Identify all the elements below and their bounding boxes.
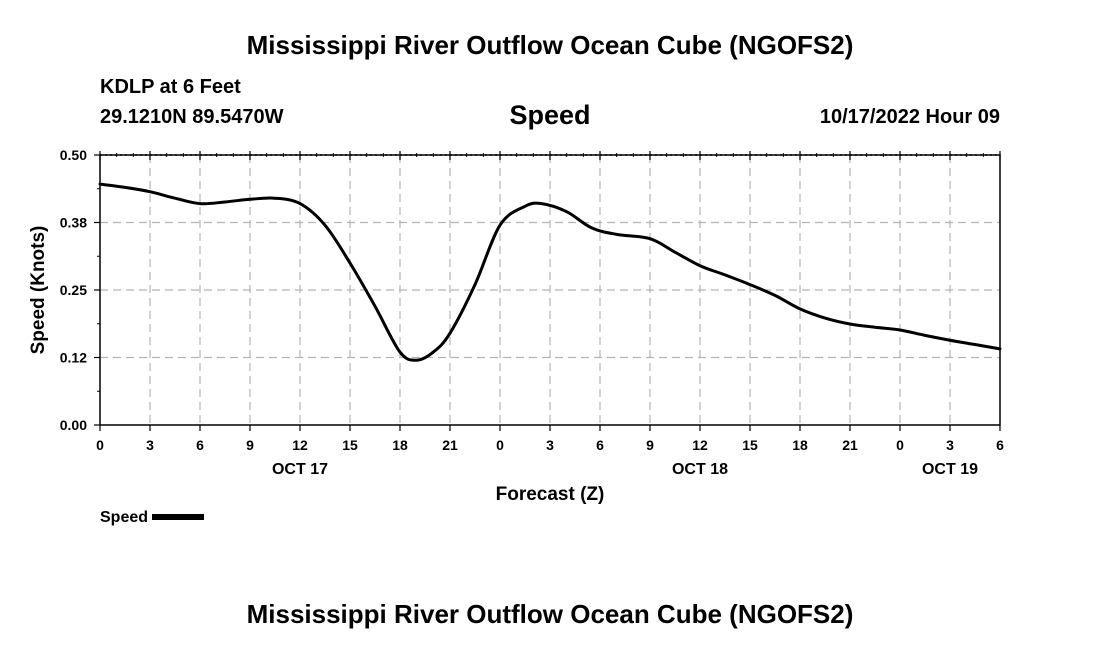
station-label: KDLP at 6 Feet bbox=[100, 76, 241, 98]
y-axis-title: Speed (Knots) bbox=[28, 226, 49, 355]
station-coordinates: 29.1210N 89.5470W bbox=[100, 106, 284, 128]
x-tick-label: 12 bbox=[292, 437, 308, 453]
x-tick-label: 9 bbox=[646, 437, 654, 453]
y-tick-label: 0.50 bbox=[60, 147, 87, 163]
x-tick-label: 3 bbox=[946, 437, 954, 453]
axes bbox=[94, 151, 1001, 431]
series-layer bbox=[98, 182, 1002, 362]
chart-title: Mississippi River Outflow Ocean Cube (NG… bbox=[246, 30, 854, 60]
x-tick-label: 15 bbox=[342, 437, 358, 453]
grid bbox=[100, 155, 1000, 425]
axis-labels: 0.00 0.12 0.25 0.38 0.50 0 3 6 9 12 15 18 21 0 3 6 9 12 15… bbox=[28, 147, 1004, 505]
x-tick-label: 18 bbox=[392, 437, 408, 453]
x-tick-label: 3 bbox=[546, 437, 554, 453]
x-tick-label: 18 bbox=[792, 437, 808, 453]
x-tick-label: 0 bbox=[96, 437, 104, 453]
x-tick-label: 12 bbox=[692, 437, 708, 453]
x-tick-label: 6 bbox=[996, 437, 1004, 453]
x-tick-label: 15 bbox=[742, 437, 758, 453]
legend: Speed bbox=[100, 509, 205, 527]
x-date-label: OCT 19 bbox=[922, 461, 978, 478]
y-tick-label: 0.12 bbox=[60, 350, 87, 366]
chart-subtitle: Speed bbox=[509, 100, 591, 130]
speed-series-line bbox=[98, 182, 1002, 362]
x-tick-label: 21 bbox=[842, 437, 858, 453]
forecast-datetime: 10/17/2022 Hour 09 bbox=[819, 106, 1000, 128]
footer-title: Mississippi River Outflow Ocean Cube (NG… bbox=[246, 599, 854, 629]
x-axis-title: Forecast (Z) bbox=[496, 484, 605, 505]
legend-label: Speed bbox=[100, 509, 149, 526]
y-tick-label: 0.00 bbox=[60, 417, 87, 433]
y-tick-label: 0.25 bbox=[60, 282, 87, 298]
x-tick-label: 0 bbox=[896, 437, 904, 453]
x-tick-label: 6 bbox=[196, 437, 204, 453]
x-tick-label: 6 bbox=[596, 437, 604, 453]
legend-swatch bbox=[152, 513, 205, 520]
x-tick-label: 3 bbox=[146, 437, 154, 453]
x-tick-label: 21 bbox=[442, 437, 458, 453]
x-date-label: OCT 17 bbox=[272, 461, 328, 478]
y-tick-label: 0.38 bbox=[60, 215, 87, 231]
x-tick-label: 9 bbox=[246, 437, 254, 453]
x-date-label: OCT 18 bbox=[672, 461, 728, 478]
x-tick-label: 0 bbox=[496, 437, 504, 453]
